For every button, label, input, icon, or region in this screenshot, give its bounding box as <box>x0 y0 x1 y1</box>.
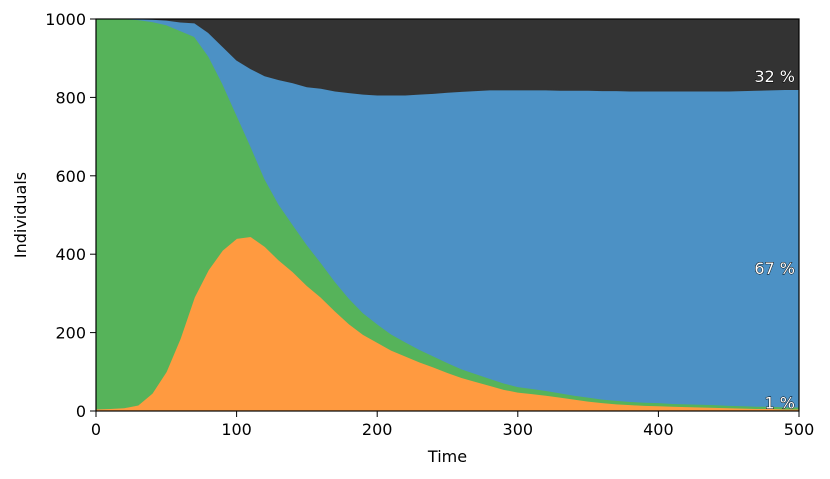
y-axis-label: Individuals <box>11 172 30 258</box>
x-tick-label: 500 <box>784 420 815 439</box>
y-tick-label: 800 <box>55 88 86 107</box>
x-axis-label: Time <box>427 447 467 466</box>
percentage-label-1: 67 % <box>754 259 795 278</box>
y-tick-label: 1000 <box>45 10 86 29</box>
y-tick-label: 600 <box>55 167 86 186</box>
x-tick-label: 100 <box>221 420 252 439</box>
y-tick-label: 0 <box>76 402 86 421</box>
plot-frame <box>95 18 800 412</box>
x-tick-label: 0 <box>91 420 101 439</box>
axes <box>95 18 800 412</box>
area-series-group <box>95 18 800 412</box>
y-tick-label: 200 <box>55 324 86 343</box>
x-tick-label: 300 <box>503 420 534 439</box>
percentage-label-2: 1 % <box>765 393 795 412</box>
x-tick-label: 400 <box>643 420 674 439</box>
x-tick-label: 200 <box>362 420 393 439</box>
y-axis-ticks: 0 200 400 600 800 1000 <box>45 10 96 421</box>
percentage-label-0: 32 % <box>754 67 795 86</box>
percentage-annotations: 32 % 67 % 1 % <box>754 66 796 412</box>
x-axis-ticks: 0 100 200 300 400 500 <box>91 411 814 439</box>
y-tick-label: 400 <box>55 245 86 264</box>
